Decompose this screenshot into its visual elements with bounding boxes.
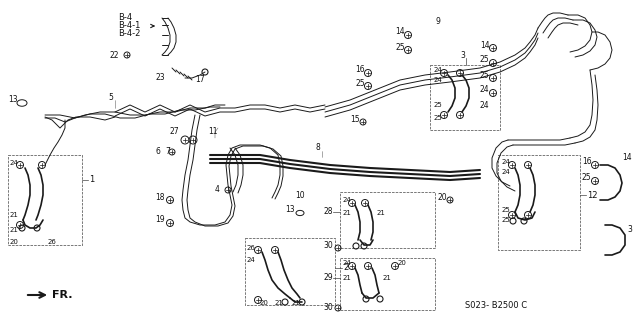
Text: 9: 9 [435,18,440,26]
Text: 14: 14 [480,41,490,49]
Text: 24: 24 [502,159,511,165]
Text: 27: 27 [170,128,180,137]
Text: 24: 24 [480,85,490,94]
Text: 21: 21 [10,212,19,218]
Text: 10: 10 [295,190,305,199]
Text: 15: 15 [350,115,360,124]
Text: B-4-2: B-4-2 [118,29,140,39]
Text: S023- B2500 C: S023- B2500 C [465,300,527,309]
Text: 21: 21 [275,300,284,306]
Text: 18: 18 [155,194,164,203]
Text: 25: 25 [355,78,365,87]
Text: 8: 8 [315,144,320,152]
Text: 21: 21 [377,210,386,216]
Text: 30: 30 [323,241,333,250]
Text: 25: 25 [395,42,404,51]
Text: 24: 24 [10,160,19,166]
Text: 11: 11 [208,128,218,137]
Text: 5: 5 [108,93,113,102]
Text: 25: 25 [480,70,490,79]
Text: 4: 4 [215,186,220,195]
Text: 25: 25 [502,207,511,213]
Text: 12: 12 [587,190,598,199]
Text: 21: 21 [383,275,392,281]
Text: 14: 14 [395,27,404,36]
Text: 22: 22 [110,50,120,60]
Text: 24: 24 [502,169,511,175]
Text: 19: 19 [155,216,164,225]
Text: 25: 25 [502,217,511,223]
Text: 16: 16 [355,65,365,75]
Text: 25: 25 [582,174,591,182]
Text: 7: 7 [165,147,170,157]
Text: 30: 30 [323,303,333,313]
Text: 13: 13 [285,205,294,214]
Text: 25: 25 [480,56,490,64]
Text: 25: 25 [434,102,443,108]
Text: 13: 13 [8,95,18,105]
Text: 20: 20 [398,260,407,266]
Text: 3: 3 [627,226,632,234]
Text: FR.: FR. [52,290,72,300]
Text: B-4: B-4 [118,13,132,23]
Text: 24: 24 [343,197,352,203]
Text: 23: 23 [155,73,164,83]
Text: 20: 20 [438,194,447,203]
Text: 21: 21 [292,300,301,306]
Text: 6: 6 [155,147,160,157]
Text: B-4-1: B-4-1 [118,21,140,31]
Text: 3: 3 [460,50,465,60]
Text: 24: 24 [343,260,352,266]
Text: 24: 24 [434,67,443,73]
Text: 26: 26 [247,245,256,251]
Text: 24: 24 [480,100,490,109]
Text: 21: 21 [10,227,19,233]
Text: 24: 24 [434,77,443,83]
Text: 14: 14 [622,153,632,162]
Text: 17: 17 [195,76,205,85]
Text: 28: 28 [323,207,333,217]
Text: 20: 20 [10,239,19,245]
Text: 1: 1 [89,175,94,184]
Text: 25: 25 [434,115,443,121]
Text: 21: 21 [343,210,352,216]
Text: 26: 26 [48,239,57,245]
Text: 24: 24 [247,257,256,263]
Text: 16: 16 [582,158,591,167]
Text: 21: 21 [343,275,352,281]
Text: 29: 29 [323,273,333,283]
Text: 2: 2 [343,263,348,272]
Text: 20: 20 [260,300,269,306]
